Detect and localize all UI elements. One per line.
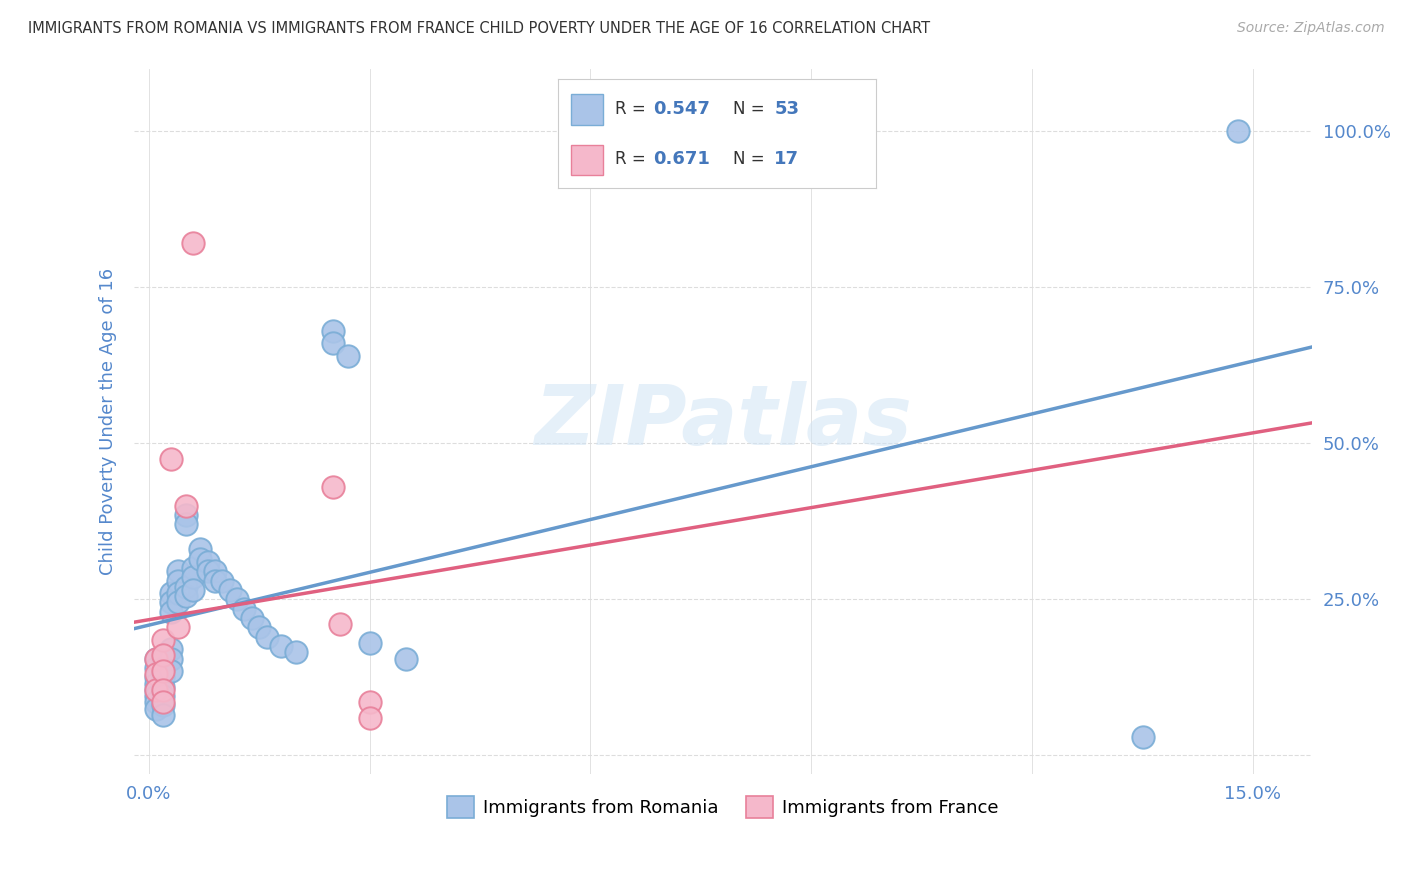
Point bbox=[197, 564, 219, 578]
Point bbox=[145, 670, 167, 684]
Point bbox=[218, 582, 240, 597]
Y-axis label: Child Poverty Under the Age of 16: Child Poverty Under the Age of 16 bbox=[100, 268, 117, 574]
Point bbox=[152, 664, 174, 678]
Point bbox=[145, 676, 167, 690]
Point bbox=[197, 555, 219, 569]
Point bbox=[359, 711, 381, 725]
Point bbox=[181, 570, 204, 584]
Point bbox=[145, 695, 167, 709]
Point bbox=[145, 682, 167, 697]
Point bbox=[160, 651, 183, 665]
Point bbox=[167, 620, 190, 634]
Point bbox=[160, 586, 183, 600]
Point bbox=[359, 695, 381, 709]
Point bbox=[160, 595, 183, 609]
Point bbox=[188, 551, 211, 566]
Point bbox=[167, 574, 190, 588]
Point bbox=[395, 651, 418, 665]
Point bbox=[167, 595, 190, 609]
Point bbox=[152, 651, 174, 665]
Point bbox=[160, 605, 183, 619]
Point bbox=[233, 601, 256, 615]
Point bbox=[329, 617, 352, 632]
Point bbox=[145, 651, 167, 665]
Legend: Immigrants from Romania, Immigrants from France: Immigrants from Romania, Immigrants from… bbox=[440, 789, 1005, 825]
Point bbox=[174, 517, 197, 532]
Text: ZIPatlas: ZIPatlas bbox=[534, 381, 912, 462]
Point bbox=[160, 664, 183, 678]
Point bbox=[226, 592, 249, 607]
Point bbox=[240, 611, 263, 625]
Point bbox=[174, 589, 197, 603]
Point bbox=[145, 661, 167, 675]
Point bbox=[1132, 730, 1154, 744]
Point bbox=[174, 508, 197, 522]
Point bbox=[152, 632, 174, 647]
Point bbox=[145, 701, 167, 715]
Point bbox=[145, 651, 167, 665]
Point bbox=[167, 564, 190, 578]
Point bbox=[247, 620, 270, 634]
Text: Source: ZipAtlas.com: Source: ZipAtlas.com bbox=[1237, 21, 1385, 35]
Point bbox=[160, 642, 183, 657]
Point bbox=[145, 682, 167, 697]
Point bbox=[152, 680, 174, 694]
Point bbox=[152, 661, 174, 675]
Point bbox=[152, 698, 174, 713]
Point bbox=[336, 349, 359, 363]
Point bbox=[322, 480, 344, 494]
Point bbox=[152, 707, 174, 722]
Point bbox=[152, 682, 174, 697]
Point bbox=[145, 667, 167, 681]
Point bbox=[181, 236, 204, 251]
Point bbox=[1227, 124, 1250, 138]
Point bbox=[188, 542, 211, 557]
Point bbox=[285, 645, 308, 659]
Point bbox=[211, 574, 233, 588]
Point bbox=[204, 564, 226, 578]
Point bbox=[152, 689, 174, 703]
Point bbox=[152, 695, 174, 709]
Point bbox=[181, 561, 204, 575]
Text: IMMIGRANTS FROM ROMANIA VS IMMIGRANTS FROM FRANCE CHILD POVERTY UNDER THE AGE OF: IMMIGRANTS FROM ROMANIA VS IMMIGRANTS FR… bbox=[28, 21, 931, 36]
Point bbox=[256, 630, 278, 644]
Point bbox=[322, 324, 344, 338]
Point bbox=[152, 648, 174, 663]
Point bbox=[204, 574, 226, 588]
Point bbox=[160, 451, 183, 466]
Point bbox=[174, 580, 197, 594]
Point bbox=[152, 670, 174, 684]
Point bbox=[322, 336, 344, 351]
Point bbox=[270, 639, 292, 653]
Point bbox=[174, 499, 197, 513]
Point bbox=[181, 582, 204, 597]
Point bbox=[359, 636, 381, 650]
Point bbox=[145, 689, 167, 703]
Point bbox=[167, 586, 190, 600]
